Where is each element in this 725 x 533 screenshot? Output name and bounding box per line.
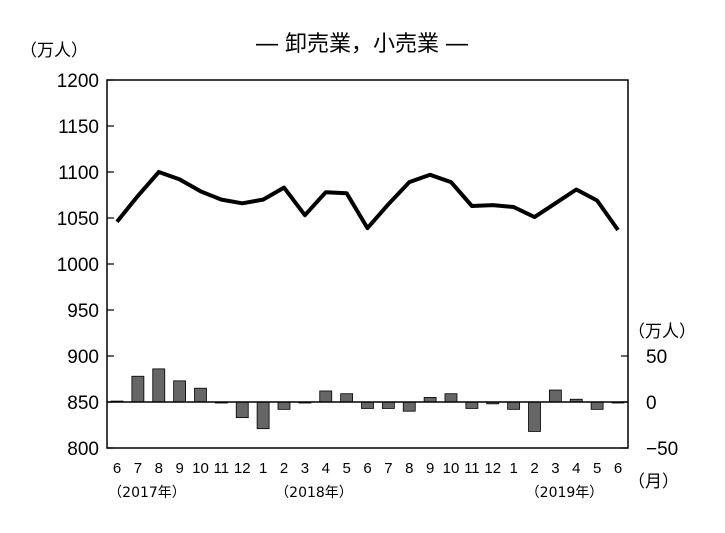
change-bar	[444, 393, 458, 403]
x-tick-label: 6	[614, 460, 622, 477]
x-tick-label: 6	[113, 460, 121, 477]
change-bar	[361, 401, 374, 409]
x-tick-label: 5	[593, 460, 601, 477]
x-tick-label: 11	[214, 460, 230, 477]
x-tick-label: 7	[384, 460, 392, 477]
change-bar	[590, 401, 604, 410]
x-tick-label: 8	[405, 460, 413, 477]
right-tick-label: 50	[646, 347, 667, 368]
x-tick-label: 8	[155, 460, 163, 477]
change-bar	[319, 390, 333, 403]
employment-line-series	[115, 170, 620, 232]
x-tick-label: 4	[572, 460, 580, 477]
left-tick-label: 850	[67, 393, 99, 414]
change-bar	[173, 380, 187, 403]
change-bar	[277, 401, 291, 410]
left-tick-label: 1050	[57, 209, 99, 230]
x-tick-label: 2	[280, 460, 288, 477]
chart-title: ― 卸売業，小売業 ―	[256, 32, 468, 57]
x-tick-label: 6	[363, 460, 371, 477]
x-tick-label: 5	[342, 460, 350, 477]
change-bar	[152, 368, 166, 403]
x-tick-label: 2	[530, 460, 538, 477]
right-tick-label: −50	[646, 439, 678, 460]
x-tick-label: 4	[322, 460, 330, 477]
change-bar	[340, 393, 354, 403]
year-label: （2018年）	[275, 485, 353, 501]
change-bar	[402, 401, 416, 412]
left-tick-label: 900	[67, 347, 99, 368]
left-tick-label: 1150	[58, 117, 99, 138]
change-bar	[465, 401, 479, 409]
change-bar	[528, 401, 541, 432]
x-tick-label: 7	[134, 460, 142, 477]
x-tick-label: 3	[301, 460, 309, 477]
left-tick-label: 950	[67, 301, 99, 322]
change-bar	[256, 401, 270, 430]
change-bar	[131, 375, 145, 403]
x-tick-label: 1	[509, 460, 517, 477]
change-bar	[548, 389, 562, 403]
x-tick-label: 1	[259, 460, 267, 477]
change-bar	[235, 401, 249, 419]
x-tick-label: 12	[484, 460, 501, 477]
change-bar	[507, 401, 521, 410]
x-tick-label: 9	[426, 460, 434, 477]
x-axis-unit-label: （月）	[628, 472, 679, 492]
left-tick-label: 1000	[57, 255, 99, 276]
year-label: （2017年）	[108, 485, 186, 501]
left-tick-label: 800	[67, 439, 99, 460]
x-tick-label: 12	[234, 460, 251, 477]
change-bar	[381, 401, 395, 409]
x-tick-label: 10	[443, 460, 460, 477]
x-tick-label: 11	[464, 460, 480, 477]
left-axis-unit-label: （万人）	[20, 41, 88, 61]
right-tick-label: 0	[646, 393, 657, 414]
x-tick-label: 9	[175, 460, 183, 477]
year-label: （2019年）	[526, 485, 604, 501]
left-tick-label: 1100	[58, 163, 99, 184]
change-bar	[194, 387, 207, 403]
right-axis-unit-label: （万人）	[628, 322, 696, 342]
x-tick-label: 10	[192, 460, 209, 477]
x-tick-label: 3	[551, 460, 559, 477]
left-tick-label: 1200	[57, 71, 99, 92]
